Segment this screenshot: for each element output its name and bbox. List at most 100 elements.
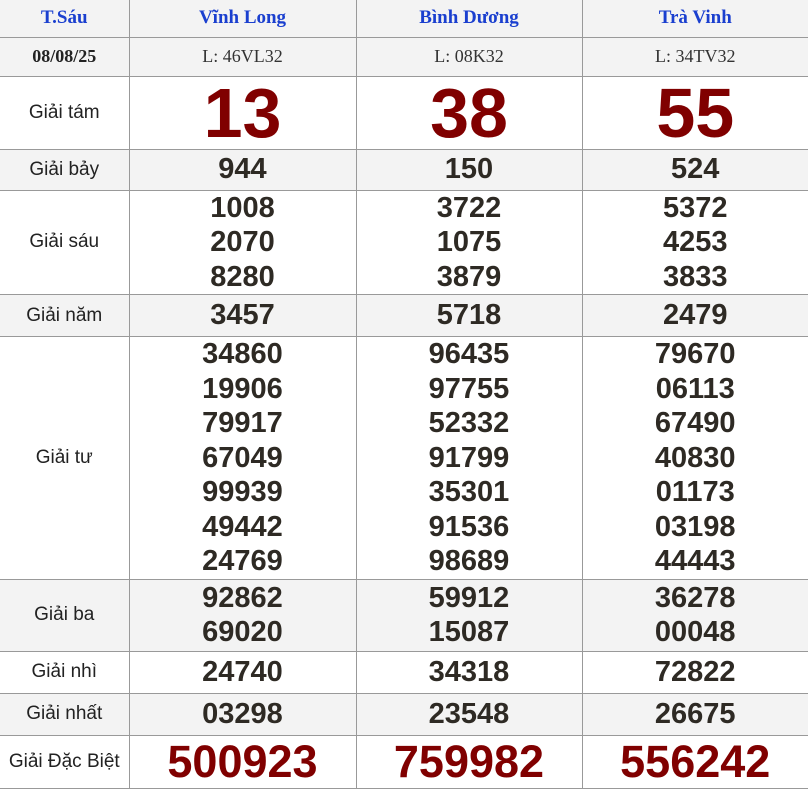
info-row: 08/08/25 L: 46VL32 L: 08K32 L: 34TV32 [0, 37, 808, 76]
prize-number: 556242 [583, 737, 808, 787]
prize-label: Giải nhất [0, 693, 129, 735]
prize-number: 03198 [583, 510, 808, 545]
prize-cell: 03298 [129, 693, 356, 735]
prize-number: 2479 [583, 298, 808, 333]
prize-number: 26675 [583, 697, 808, 732]
prize-number: 06113 [583, 372, 808, 407]
prize-number: 8280 [130, 260, 356, 295]
prize-number: 1008 [130, 191, 356, 226]
prize-cell: 5718 [356, 295, 582, 337]
prize-number: 79670 [583, 337, 808, 372]
prize-number: 500923 [130, 737, 356, 787]
prize-cell: 2479 [582, 295, 808, 337]
prize-cell: 55 [582, 76, 808, 149]
prize-cell: 556242 [582, 735, 808, 788]
prize-number: 79917 [130, 406, 356, 441]
prize-cell: 944 [129, 149, 356, 190]
prize-cell: 759982 [356, 735, 582, 788]
prize-number: 759982 [357, 737, 582, 787]
prize-label: Giải tám [0, 76, 129, 149]
prize-number: 38 [357, 78, 582, 148]
prize-number: 3833 [583, 260, 808, 295]
prize-number: 40830 [583, 441, 808, 476]
prize-number: 59912 [357, 581, 582, 616]
prize-number: 72822 [583, 655, 808, 690]
prize-number: 92862 [130, 581, 356, 616]
prize-number: 23548 [357, 697, 582, 732]
prize-number: 44443 [583, 544, 808, 579]
prize-cell: 72822 [582, 651, 808, 693]
prize-number: 5372 [583, 191, 808, 226]
prize-cell: 3457 [129, 295, 356, 337]
draw-date: 08/08/25 [0, 37, 129, 76]
prize-number: 34318 [357, 655, 582, 690]
prize-number: 3879 [357, 260, 582, 295]
day-label: T.Sáu [0, 0, 129, 37]
prize-label: Giải năm [0, 295, 129, 337]
prize-label: Giải sáu [0, 190, 129, 295]
prize-cell: 38 [356, 76, 582, 149]
prize-number: 36278 [583, 581, 808, 616]
prize-number: 15087 [357, 615, 582, 650]
prize-number: 5718 [357, 298, 582, 333]
prize-number: 67490 [583, 406, 808, 441]
prize-number: 98689 [357, 544, 582, 579]
prize-number: 3722 [357, 191, 582, 226]
prize-cell: 26675 [582, 693, 808, 735]
prize-number: 55 [583, 78, 808, 148]
prize-number: 150 [357, 152, 582, 187]
prize-number: 00048 [583, 615, 808, 650]
header-row: T.Sáu Vĩnh Long Bình Dương Trà Vinh [0, 0, 808, 37]
province-tra-vinh[interactable]: Trà Vinh [582, 0, 808, 37]
prize-number: 35301 [357, 475, 582, 510]
prize-number: 524 [583, 152, 808, 187]
prize-number: 24769 [130, 544, 356, 579]
prize-number: 19906 [130, 372, 356, 407]
prize-number: 69020 [130, 615, 356, 650]
prize-cell: 500923 [129, 735, 356, 788]
prize-label: Giải ba [0, 579, 129, 651]
prize-number: 52332 [357, 406, 582, 441]
prize-number: 4253 [583, 225, 808, 260]
prize-cell: 150 [356, 149, 582, 190]
province-vinh-long[interactable]: Vĩnh Long [129, 0, 356, 37]
prize-cell: 34318 [356, 651, 582, 693]
prize-number: 944 [130, 152, 356, 187]
lottery-code: L: 34TV32 [582, 37, 808, 76]
prize-number: 3457 [130, 298, 356, 333]
prize-number: 34860 [130, 337, 356, 372]
prize-cell: 13 [129, 76, 356, 149]
prize-cell: 24740 [129, 651, 356, 693]
lottery-code: L: 08K32 [356, 37, 582, 76]
prize-number: 99939 [130, 475, 356, 510]
prize-number: 03298 [130, 697, 356, 732]
prize-number: 91536 [357, 510, 582, 545]
province-binh-duong[interactable]: Bình Dương [356, 0, 582, 37]
prize-number: 13 [130, 78, 356, 148]
prize-label: Giải tư [0, 337, 129, 580]
prize-label: Giải bảy [0, 149, 129, 190]
prize-number: 01173 [583, 475, 808, 510]
prize-label: Giải nhì [0, 651, 129, 693]
lottery-code: L: 46VL32 [129, 37, 356, 76]
prize-number: 67049 [130, 441, 356, 476]
